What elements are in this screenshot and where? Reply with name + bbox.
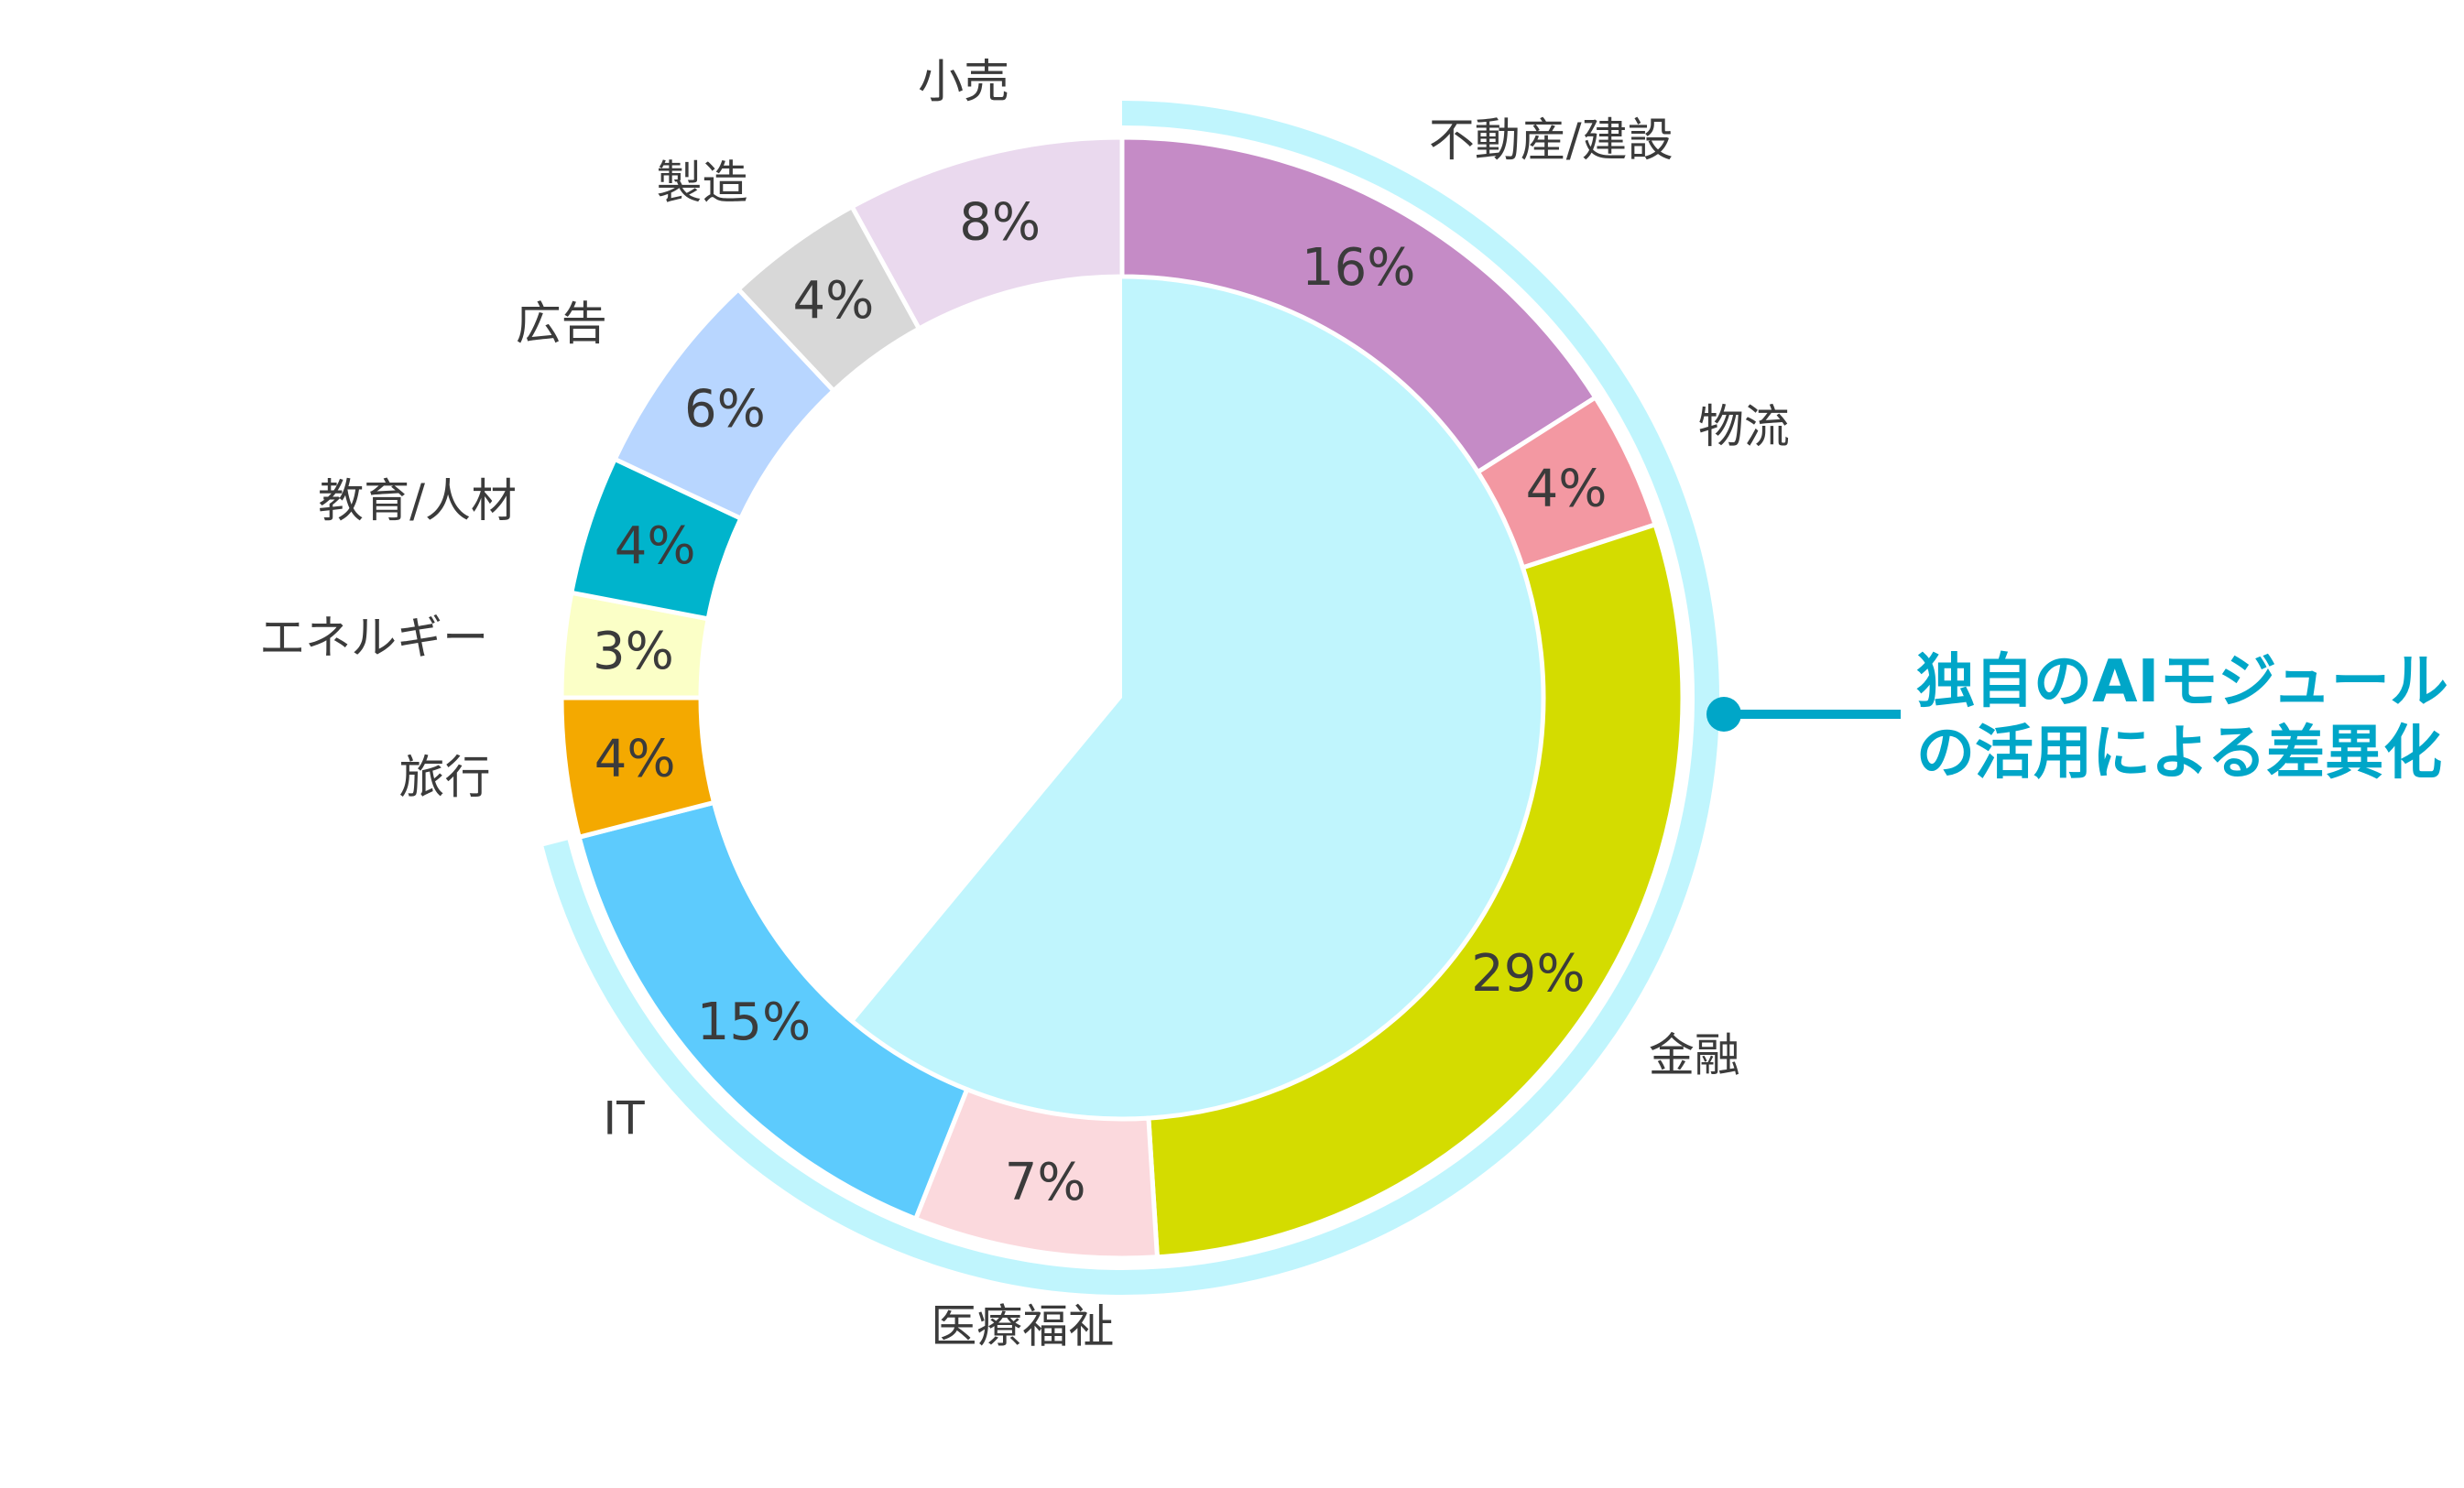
slice-category-label: 旅行 (398, 751, 490, 804)
donut-slice (1146, 521, 1685, 1260)
slice-percent-label: 7% (1005, 1153, 1086, 1212)
slice-percent-label: 15% (697, 993, 811, 1052)
slice-category-label: 小売 (918, 55, 1009, 108)
slice-category-label: IT (603, 1092, 645, 1146)
callout-dot (1706, 697, 1741, 732)
slice-category-label: 医療福祉 (931, 1299, 1114, 1352)
slice-category-label: 製造 (656, 157, 747, 210)
slice-category-label: 広告 (516, 297, 607, 350)
inner-pie-layer (853, 277, 1543, 1119)
percent-labels: 16% 4% 29% 7% 15% 4% 3% 4% 6% 4% 8% (593, 192, 1607, 1212)
donut-ring (559, 135, 1685, 1261)
slice-percent-label: 6% (684, 379, 766, 439)
slice-category-label: 物流 (1698, 400, 1790, 453)
slice-percent-label: 4% (1526, 459, 1608, 518)
donut-slice (848, 135, 1125, 332)
slice-category-label: 金融 (1649, 1029, 1740, 1082)
slice-percent-label: 3% (593, 622, 674, 681)
slice-percent-label: 8% (959, 192, 1041, 252)
callout-line-2: の活用による差異化 (1916, 720, 2442, 787)
slice-percent-label: 29% (1471, 944, 1585, 1004)
slice-percent-label: 4% (793, 271, 875, 331)
callout-line-1: 独自のAIモジュール (1916, 648, 2448, 716)
slice-category-label: 教育/人材 (318, 474, 517, 527)
slice-percent-label: 16% (1302, 238, 1415, 298)
inner-pie-wedge (853, 277, 1543, 1119)
slice-percent-label: 4% (615, 516, 696, 576)
slice-category-label: 不動産/建設 (1429, 114, 1674, 167)
slice-percent-label: 4% (594, 730, 676, 789)
slice-category-label: エネルギー (259, 612, 488, 665)
callout: 独自のAIモジュール の活用による差異化 (1706, 648, 2448, 787)
